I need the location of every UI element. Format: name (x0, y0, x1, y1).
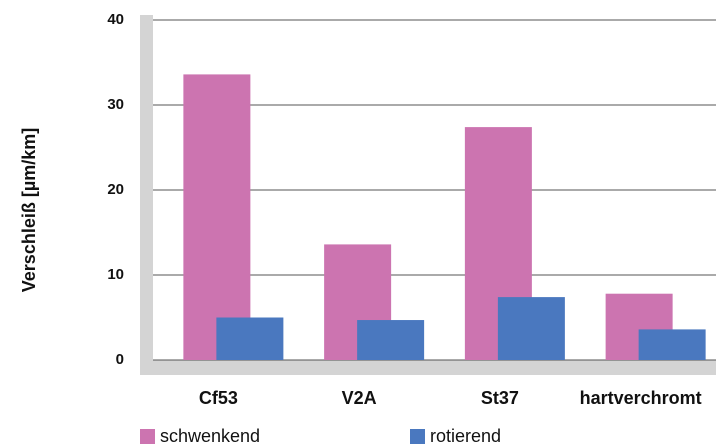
bar (357, 320, 425, 360)
bar (216, 317, 284, 360)
axis-wall (140, 15, 153, 375)
y-tick-label: 30 (107, 96, 124, 113)
x-tick-label: V2A (342, 388, 377, 408)
axis-floor (140, 360, 716, 375)
y-tick-label: 20 (107, 181, 124, 198)
legend-swatch (410, 429, 425, 444)
y-tick-label: 10 (107, 266, 124, 283)
x-tick-label: hartverchromt (580, 388, 702, 408)
x-tick-label: St37 (481, 388, 519, 408)
x-tick-label: Cf53 (199, 388, 238, 408)
bar (183, 74, 251, 361)
legend-label: schwenkend (160, 426, 260, 446)
legend-label: rotierend (430, 426, 501, 446)
bar (497, 297, 565, 360)
y-tick-label: 40 (107, 11, 124, 28)
legend-swatch (140, 429, 155, 444)
y-tick-label: 0 (116, 351, 124, 368)
bar (638, 329, 706, 360)
y-axis-label: Verschleiß [µm/km] (19, 128, 39, 292)
